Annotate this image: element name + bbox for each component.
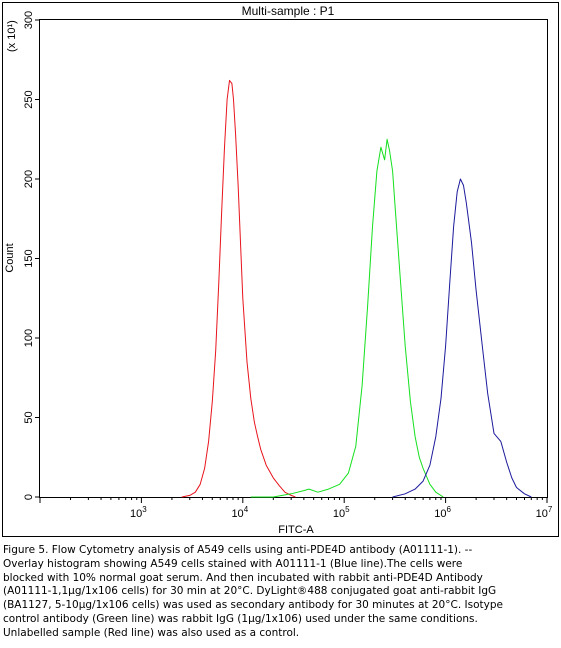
y-tick-label: 200: [23, 170, 35, 188]
x-tick-label: 103: [130, 505, 147, 520]
series-line-2: [250, 138, 444, 498]
y-tick-label: 50: [23, 411, 35, 423]
x-tick-label: 107: [536, 505, 553, 520]
y-tick-label: 100: [23, 329, 35, 347]
caption-line: blocked with 10% normal goat serum. And …: [3, 571, 483, 584]
y-tick-label: 300: [23, 11, 35, 29]
histogram-series: [181, 79, 532, 498]
figure-caption: Figure 5. Flow Cytometry analysis of A54…: [3, 544, 553, 641]
y-tick-label: 0: [23, 494, 35, 500]
x-axis-label: FITC-A: [278, 524, 314, 536]
flow-cytometry-chart: Multi-sample : P1 (x 10¹) Count FITC-A 0…: [2, 2, 559, 537]
y-axis-label: Count: [4, 243, 16, 272]
y-axis-ticks: 0 50 100 150 200 250 300: [23, 11, 40, 500]
series-line-3: [392, 178, 532, 498]
plot-area: 0 50 100 150 200 250 300 103 104 105 106 107: [23, 11, 553, 520]
y-multiplier-label: (x 10¹): [6, 20, 18, 52]
caption-line: control antibody (Green line) was rabbit…: [3, 612, 478, 625]
x-axis-ticks: 103 104 105 106 107: [39, 497, 553, 520]
caption-line: (A01111-1,1μg/1x106 cells) for 30 min at…: [3, 585, 497, 598]
x-tick-label: 104: [231, 505, 248, 520]
y-tick-label: 250: [23, 90, 35, 108]
x-tick-label: 105: [333, 505, 350, 520]
caption-line: (BA1127, 5-10μg/1x106 cells) was used as…: [3, 599, 503, 612]
caption-line: Figure 5. Flow Cytometry analysis of A54…: [3, 544, 473, 556]
chart-title: Multi-sample : P1: [242, 4, 335, 18]
figure-frame: [2, 2, 559, 537]
y-tick-label: 150: [23, 249, 35, 267]
series-line-1: [181, 79, 296, 498]
x-tick-label: 106: [434, 505, 451, 520]
caption-line: Overlay histogram showing A549 cells sta…: [3, 557, 463, 570]
caption-line: Unlabelled sample (Red line) was also us…: [3, 626, 300, 639]
